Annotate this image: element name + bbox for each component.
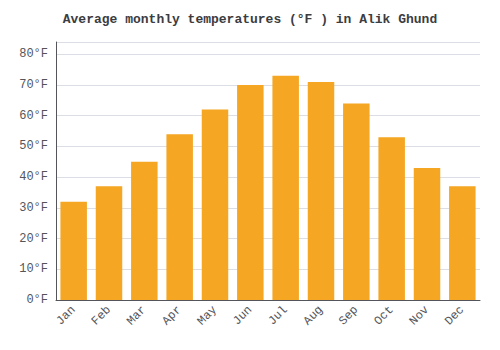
svg-text:Jan: Jan bbox=[53, 303, 78, 328]
svg-text:10°F: 10°F bbox=[19, 262, 48, 276]
svg-text:Aug: Aug bbox=[301, 303, 326, 328]
svg-text:Jun: Jun bbox=[230, 303, 255, 328]
svg-text:Dec: Dec bbox=[442, 303, 467, 328]
svg-text:40°F: 40°F bbox=[19, 170, 48, 184]
svg-text:Nov: Nov bbox=[407, 303, 432, 328]
svg-text:Feb: Feb bbox=[89, 303, 114, 328]
svg-text:May: May bbox=[195, 303, 220, 328]
svg-text:20°F: 20°F bbox=[19, 232, 48, 246]
svg-text:Average monthly temperatures (: Average monthly temperatures (°F ) in Al… bbox=[63, 12, 437, 27]
svg-text:Mar: Mar bbox=[124, 303, 149, 328]
svg-text:70°F: 70°F bbox=[19, 78, 48, 92]
svg-text:Sep: Sep bbox=[336, 303, 361, 328]
svg-text:Jul: Jul bbox=[265, 303, 290, 328]
svg-text:50°F: 50°F bbox=[19, 139, 48, 153]
svg-text:60°F: 60°F bbox=[19, 109, 48, 123]
svg-text:30°F: 30°F bbox=[19, 201, 48, 215]
svg-text:Oct: Oct bbox=[371, 303, 396, 328]
svg-text:80°F: 80°F bbox=[19, 47, 48, 61]
svg-text:Apr: Apr bbox=[159, 303, 184, 328]
svg-text:0°F: 0°F bbox=[26, 293, 48, 307]
